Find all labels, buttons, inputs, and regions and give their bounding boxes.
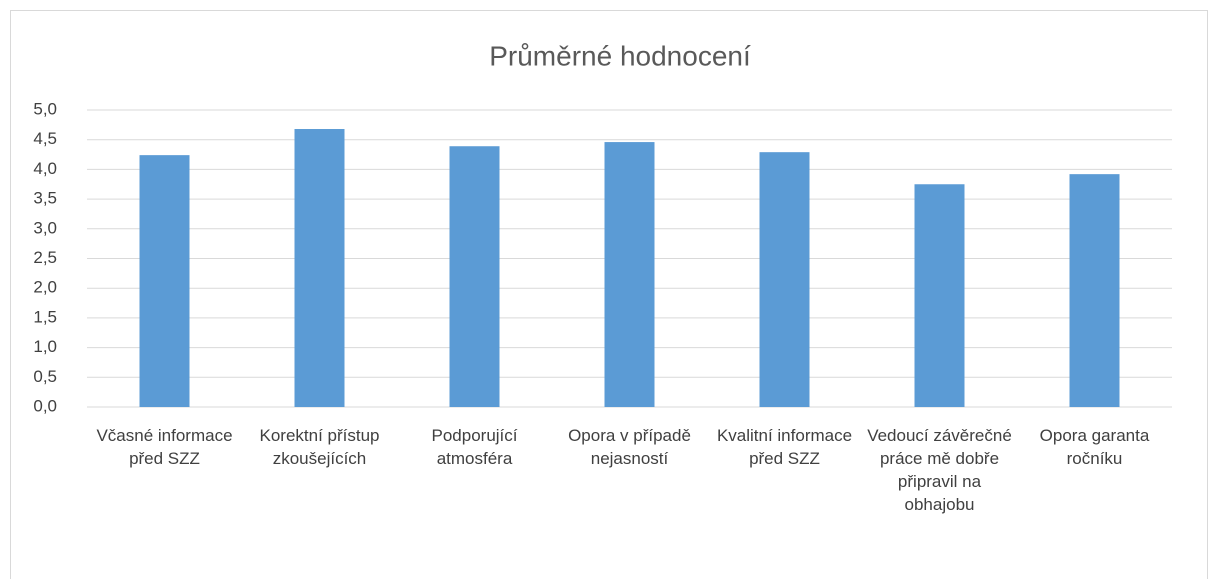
y-tick-label: 3,0 [33, 218, 57, 237]
y-tick-label: 4,5 [33, 129, 57, 148]
bar [759, 152, 810, 407]
bar [914, 184, 965, 407]
bar [139, 155, 190, 407]
bar [604, 142, 655, 408]
y-tick-label: 1,5 [33, 307, 57, 326]
x-tick-label: Opora v případě nejasností [568, 426, 691, 468]
bar [294, 129, 345, 407]
y-tick-label: 2,0 [33, 278, 57, 297]
x-tick-label: Vedoucí závěrečné práce mě dobře připrav… [867, 426, 1012, 514]
y-tick-label: 0,0 [33, 396, 57, 415]
x-tick-label: Kvalitní informace před SZZ [716, 426, 853, 468]
bar [1069, 174, 1120, 407]
chart-title: Průměrné hodnocení [489, 40, 751, 71]
x-tick-label: Opora garanta ročníku [1039, 426, 1150, 468]
x-tick-label: Podporující atmosféra [431, 426, 518, 468]
y-tick-label: 5,0 [33, 99, 57, 118]
x-tick-label: Včasné informace před SZZ [96, 426, 233, 468]
x-tick-label: Korektní přístup zkoušejících [259, 426, 380, 468]
y-tick-label: 3,5 [33, 189, 57, 208]
bar [449, 146, 500, 407]
y-tick-label: 0,5 [33, 367, 57, 386]
y-tick-label: 1,0 [33, 337, 57, 356]
y-tick-label: 2,5 [33, 248, 57, 267]
y-tick-label: 4,0 [33, 159, 57, 178]
